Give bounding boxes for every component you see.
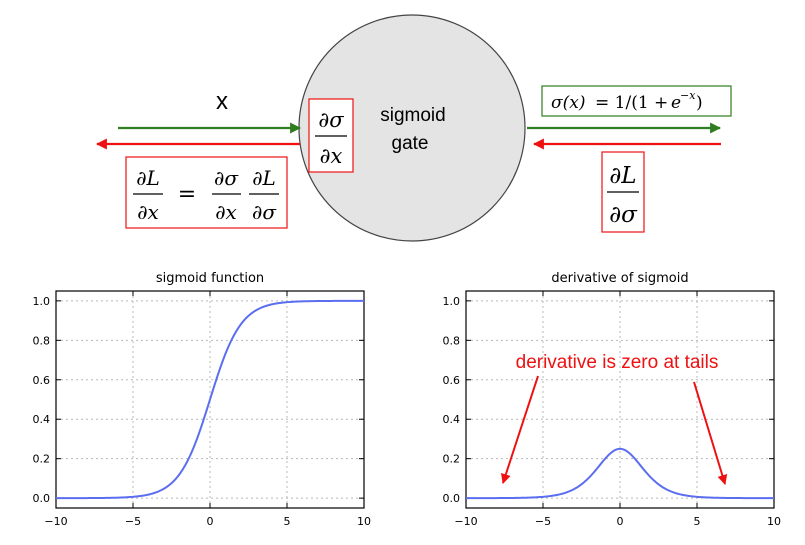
y-tick-label: 0.0 [443,492,461,505]
y-tick-label: 0.2 [443,453,461,466]
svg-text:∂L: ∂L [136,166,160,190]
svg-text:−x: −x [680,89,696,102]
upstream-gradient: ∂L ∂σ [601,151,645,233]
input-x-label: x [216,88,228,115]
x-tick-label: 10 [767,515,781,528]
svg-text:e: e [671,93,681,113]
y-tick-label: 0.6 [443,374,461,387]
annotation-arrow-left [501,375,539,484]
x-tick-label: −5 [535,515,551,528]
x-tick-label: 0 [617,515,624,528]
svg-text:∂σ: ∂σ [609,202,638,228]
chain-rule: ∂L ∂x = ∂σ ∂x ∂L ∂σ [125,156,288,229]
x-tick-label: 0 [207,515,214,528]
svg-text:∂L: ∂L [252,166,276,190]
svg-text:∂x: ∂x [215,200,237,224]
x-tick-label: −5 [125,515,141,528]
annotation-arrow-right [693,381,728,485]
zero-tails-annotation: derivative is zero at tails [516,352,719,373]
y-tick-label: 1.0 [443,295,461,308]
chart-title: sigmoid function [156,271,264,286]
y-tick-label: 0.4 [443,413,461,426]
y-tick-label: 1.0 [33,295,51,308]
svg-text:= 1/(1 +: = 1/(1 + [595,93,668,113]
svg-text:∂x: ∂x [137,200,159,224]
sigmoid-derivative-chart: −10 −5 0 5 10 0.0 0.2 0.4 0.6 0.8 1.0 derivative of… [443,271,782,528]
svg-text:∂L: ∂L [609,163,636,189]
svg-text:=: = [178,182,196,207]
y-tick-label: 0.0 [33,492,51,505]
x-tick-label: 5 [694,515,701,528]
x-tick-label: −10 [44,515,67,528]
svg-text:∂σ: ∂σ [214,166,239,190]
y-tick-label: 0.8 [443,334,461,347]
y-tick-label: 0.2 [33,453,51,466]
plot-frame [465,290,775,509]
y-tick-label: 0.6 [33,374,51,387]
svg-text:∂x: ∂x [320,144,343,168]
gate-label-line1: sigmoid [380,105,445,126]
sigmoid-formula: σ(x) = 1/(1 + e −x ) [541,85,732,117]
series-line [56,299,364,500]
chart-title: derivative of sigmoid [551,271,688,286]
svg-text:σ(x): σ(x) [551,93,585,113]
y-tick-label: 0.4 [33,413,51,426]
svg-text:): ) [696,93,703,113]
x-tick-label: 10 [357,515,371,528]
svg-text:∂σ: ∂σ [252,200,277,224]
gate-label-line2: gate [392,133,429,154]
local-gradient: ∂σ ∂x [308,98,354,173]
y-tick-label: 0.8 [33,334,51,347]
svg-text:∂σ: ∂σ [318,108,344,132]
series-line [466,447,774,500]
x-tick-label: −10 [454,515,477,528]
sigmoid-function-chart: −10 −5 0 5 10 0.0 0.2 0.4 0.6 0.8 1.0 sigmoid funct… [33,271,372,528]
x-tick-label: 5 [284,515,291,528]
